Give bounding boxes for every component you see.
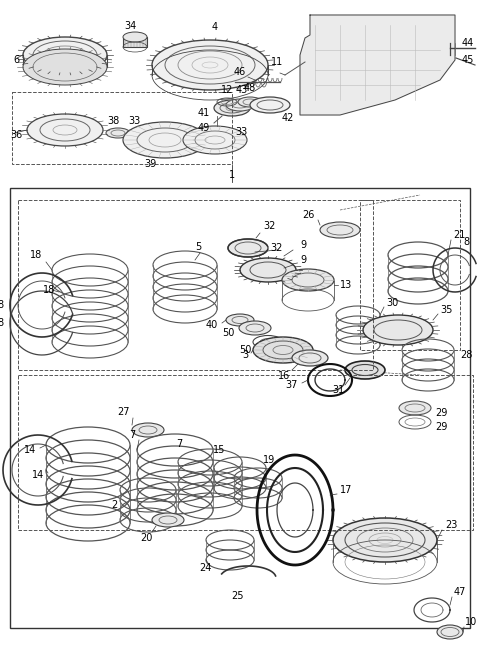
Text: 18: 18 bbox=[30, 250, 42, 260]
FancyBboxPatch shape bbox=[123, 37, 147, 47]
Text: 30: 30 bbox=[386, 298, 398, 308]
Text: 37: 37 bbox=[286, 380, 298, 390]
Text: 48: 48 bbox=[244, 83, 256, 93]
Text: 40: 40 bbox=[206, 320, 218, 330]
Text: 17: 17 bbox=[340, 485, 352, 495]
Text: 24: 24 bbox=[200, 563, 212, 573]
Text: 50: 50 bbox=[240, 345, 252, 355]
Text: 31: 31 bbox=[333, 385, 345, 395]
Ellipse shape bbox=[123, 122, 207, 158]
Ellipse shape bbox=[363, 315, 433, 345]
Text: 8: 8 bbox=[463, 237, 469, 247]
Text: 36: 36 bbox=[10, 130, 22, 140]
Text: 29: 29 bbox=[435, 422, 447, 432]
Polygon shape bbox=[300, 15, 455, 115]
Text: 34: 34 bbox=[124, 21, 136, 31]
Text: 50: 50 bbox=[223, 328, 235, 338]
Text: 8: 8 bbox=[0, 318, 4, 328]
Ellipse shape bbox=[214, 100, 250, 116]
Ellipse shape bbox=[226, 99, 254, 111]
Text: 10: 10 bbox=[465, 617, 477, 627]
Ellipse shape bbox=[152, 40, 268, 90]
Ellipse shape bbox=[399, 401, 431, 415]
Ellipse shape bbox=[27, 114, 103, 146]
Text: 41: 41 bbox=[198, 108, 210, 118]
Text: 43: 43 bbox=[236, 85, 248, 95]
Ellipse shape bbox=[23, 49, 107, 85]
Text: 13: 13 bbox=[340, 280, 352, 290]
Text: 14: 14 bbox=[32, 470, 44, 480]
Text: 39: 39 bbox=[144, 159, 156, 169]
Ellipse shape bbox=[123, 32, 147, 42]
Ellipse shape bbox=[238, 97, 262, 107]
Text: 27: 27 bbox=[118, 407, 130, 417]
Text: 32: 32 bbox=[271, 243, 283, 253]
Text: 16: 16 bbox=[278, 371, 290, 381]
Text: 4: 4 bbox=[212, 22, 218, 32]
Bar bbox=[18, 375, 473, 530]
Text: 15: 15 bbox=[213, 445, 225, 455]
Text: 33: 33 bbox=[235, 127, 247, 137]
Ellipse shape bbox=[240, 258, 296, 282]
Text: 45: 45 bbox=[462, 55, 474, 65]
Ellipse shape bbox=[226, 314, 254, 326]
Ellipse shape bbox=[152, 513, 184, 527]
Text: 6: 6 bbox=[13, 55, 19, 65]
Text: 38: 38 bbox=[107, 116, 119, 126]
Ellipse shape bbox=[239, 321, 271, 335]
Text: 29: 29 bbox=[435, 408, 447, 418]
Text: 3: 3 bbox=[242, 350, 248, 360]
Text: 12: 12 bbox=[221, 85, 233, 95]
Ellipse shape bbox=[253, 337, 313, 363]
Ellipse shape bbox=[183, 126, 247, 154]
Text: 49: 49 bbox=[198, 123, 210, 133]
Ellipse shape bbox=[292, 350, 328, 366]
Text: 42: 42 bbox=[282, 113, 294, 123]
Ellipse shape bbox=[106, 128, 130, 138]
Text: 44: 44 bbox=[462, 38, 474, 48]
Ellipse shape bbox=[127, 129, 145, 137]
Text: 35: 35 bbox=[440, 305, 452, 315]
Bar bbox=[18, 200, 373, 370]
Text: 9: 9 bbox=[300, 255, 306, 265]
Text: 25: 25 bbox=[232, 591, 244, 601]
Ellipse shape bbox=[333, 518, 437, 562]
Text: 20: 20 bbox=[141, 533, 153, 543]
Text: 7: 7 bbox=[176, 439, 182, 449]
Text: 21: 21 bbox=[453, 230, 466, 240]
Text: 32: 32 bbox=[263, 221, 276, 231]
Text: 18: 18 bbox=[43, 285, 55, 295]
Ellipse shape bbox=[132, 423, 164, 437]
Text: 9: 9 bbox=[300, 240, 306, 250]
Text: 8: 8 bbox=[0, 300, 4, 310]
Text: 33: 33 bbox=[128, 116, 140, 126]
Text: 5: 5 bbox=[195, 242, 201, 252]
Text: 11: 11 bbox=[271, 57, 283, 67]
Ellipse shape bbox=[437, 625, 463, 639]
Ellipse shape bbox=[23, 37, 107, 73]
Bar bbox=[12, 92, 232, 164]
Text: 14: 14 bbox=[24, 445, 36, 455]
Bar bbox=[10, 188, 470, 628]
Text: 2: 2 bbox=[112, 500, 118, 510]
Text: 46: 46 bbox=[234, 67, 246, 77]
Text: 28: 28 bbox=[460, 350, 472, 360]
Bar bbox=[360, 200, 460, 350]
Text: 7: 7 bbox=[129, 430, 135, 440]
Ellipse shape bbox=[282, 269, 334, 291]
Text: 1: 1 bbox=[229, 170, 235, 180]
Text: 23: 23 bbox=[445, 520, 457, 530]
Ellipse shape bbox=[345, 361, 385, 379]
Ellipse shape bbox=[250, 97, 290, 113]
Text: 26: 26 bbox=[302, 210, 315, 220]
Text: 19: 19 bbox=[263, 455, 275, 465]
Ellipse shape bbox=[228, 239, 268, 257]
Ellipse shape bbox=[320, 222, 360, 238]
Text: 47: 47 bbox=[454, 587, 467, 597]
